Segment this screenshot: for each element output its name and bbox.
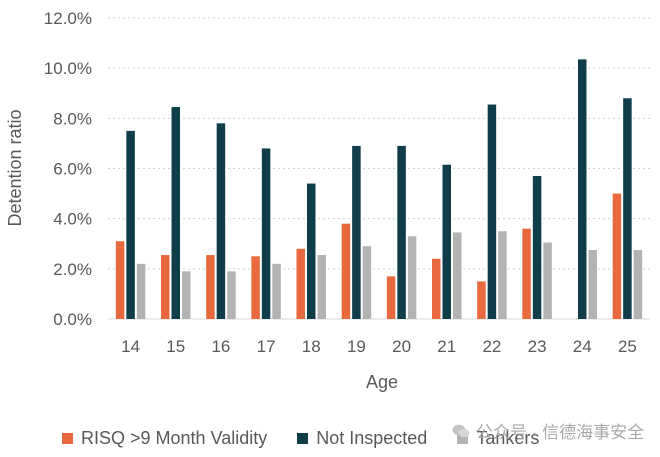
y-tick-label: 0.0% <box>53 310 92 329</box>
bar-tankers-24 <box>588 250 597 319</box>
bar-not-inspected-25 <box>623 98 632 320</box>
legend: RISQ >9 Month Validity Not Inspected Tanke… <box>62 428 569 449</box>
y-axis-title: Detention ratio <box>5 109 25 226</box>
x-tick-label: 17 <box>257 337 276 356</box>
bar-tankers-23 <box>543 242 552 319</box>
legend-swatch <box>62 433 73 444</box>
legend-label: Not Inspected <box>316 428 428 448</box>
legend-swatch <box>457 433 469 444</box>
x-tick-label: 18 <box>302 337 321 356</box>
bar-not-inspected-23 <box>532 176 542 319</box>
bar-risq-9-month-validity-21 <box>432 258 441 319</box>
bar-tankers-20 <box>407 236 417 319</box>
watermark-text: 公众号 · 信德海事安全 <box>476 423 645 442</box>
legend-item: Not Inspected <box>297 428 427 449</box>
bar-not-inspected-24 <box>578 59 587 319</box>
bar-not-inspected-14 <box>126 130 135 319</box>
bar-tankers-25 <box>633 250 643 319</box>
y-tick-label: 2.0% <box>53 260 92 279</box>
bars <box>115 59 643 320</box>
x-tick-label: 23 <box>528 337 547 356</box>
bar-not-inspected-22 <box>487 104 497 319</box>
y-axis-ticks: 0.0% 2.0% 4.0% 6.0% 8.0% 10.0% 12.0% <box>44 9 92 329</box>
x-tick-label: 14 <box>121 337 140 356</box>
bar-not-inspected-18 <box>307 183 316 319</box>
legend-item: Tankers <box>457 428 539 449</box>
bar-risq-9-month-validity-25 <box>612 193 622 319</box>
bar-risq-9-month-validity-23 <box>522 228 531 319</box>
wechat-icon <box>452 424 470 437</box>
y-tick-label: 6.0% <box>53 160 92 179</box>
legend-swatch <box>297 433 309 444</box>
bar-risq-9-month-validity-18 <box>296 248 305 319</box>
bar-tankers-21 <box>453 232 462 319</box>
y-tick-label: 12.0% <box>44 9 92 28</box>
x-tick-label: 22 <box>482 337 501 356</box>
bar-not-inspected-20 <box>397 145 406 319</box>
bar-tankers-19 <box>362 246 372 319</box>
bar-tankers-16 <box>227 271 236 319</box>
bar-tankers-14 <box>136 263 146 319</box>
y-tick-label: 10.0% <box>44 59 92 78</box>
x-tick-label: 15 <box>166 337 185 356</box>
bar-risq-9-month-validity-16 <box>206 255 215 319</box>
bar-risq-9-month-validity-19 <box>341 223 351 319</box>
bar-not-inspected-17 <box>261 148 271 319</box>
x-tick-label: 20 <box>392 337 411 356</box>
bar-risq-9-month-validity-15 <box>161 255 170 319</box>
bar-tankers-18 <box>317 255 326 319</box>
x-tick-label: 19 <box>347 337 366 356</box>
legend-label: RISQ >9 Month Validity <box>81 428 268 448</box>
bar-risq-9-month-validity-22 <box>477 281 486 319</box>
bar-risq-9-month-validity-20 <box>386 276 396 319</box>
bar-tankers-15 <box>182 271 191 319</box>
bar-risq-9-month-validity-14 <box>115 241 125 319</box>
x-tick-label: 16 <box>211 337 230 356</box>
bar-not-inspected-16 <box>216 123 226 319</box>
x-tick-label: 24 <box>573 337 592 356</box>
x-tick-label: 25 <box>618 337 637 356</box>
gridlines <box>108 17 650 320</box>
bar-tankers-22 <box>498 231 507 319</box>
bar-not-inspected-15 <box>171 107 180 319</box>
x-axis-title: Age <box>366 372 398 392</box>
legend-label: Tankers <box>476 428 540 448</box>
y-tick-label: 8.0% <box>53 109 92 128</box>
y-tick-label: 4.0% <box>53 210 92 229</box>
x-axis-ticks: 14 15 16 17 18 19 20 21 22 23 24 25 <box>121 337 637 356</box>
watermark: 公众号 · 信德海事安全 <box>452 418 644 443</box>
bar-tankers-17 <box>272 263 281 319</box>
x-tick-label: 21 <box>437 337 456 356</box>
legend-item: RISQ >9 Month Validity <box>62 428 267 449</box>
bar-risq-9-month-validity-17 <box>251 256 260 319</box>
bar-not-inspected-21 <box>442 164 451 319</box>
bar-not-inspected-19 <box>352 145 361 319</box>
